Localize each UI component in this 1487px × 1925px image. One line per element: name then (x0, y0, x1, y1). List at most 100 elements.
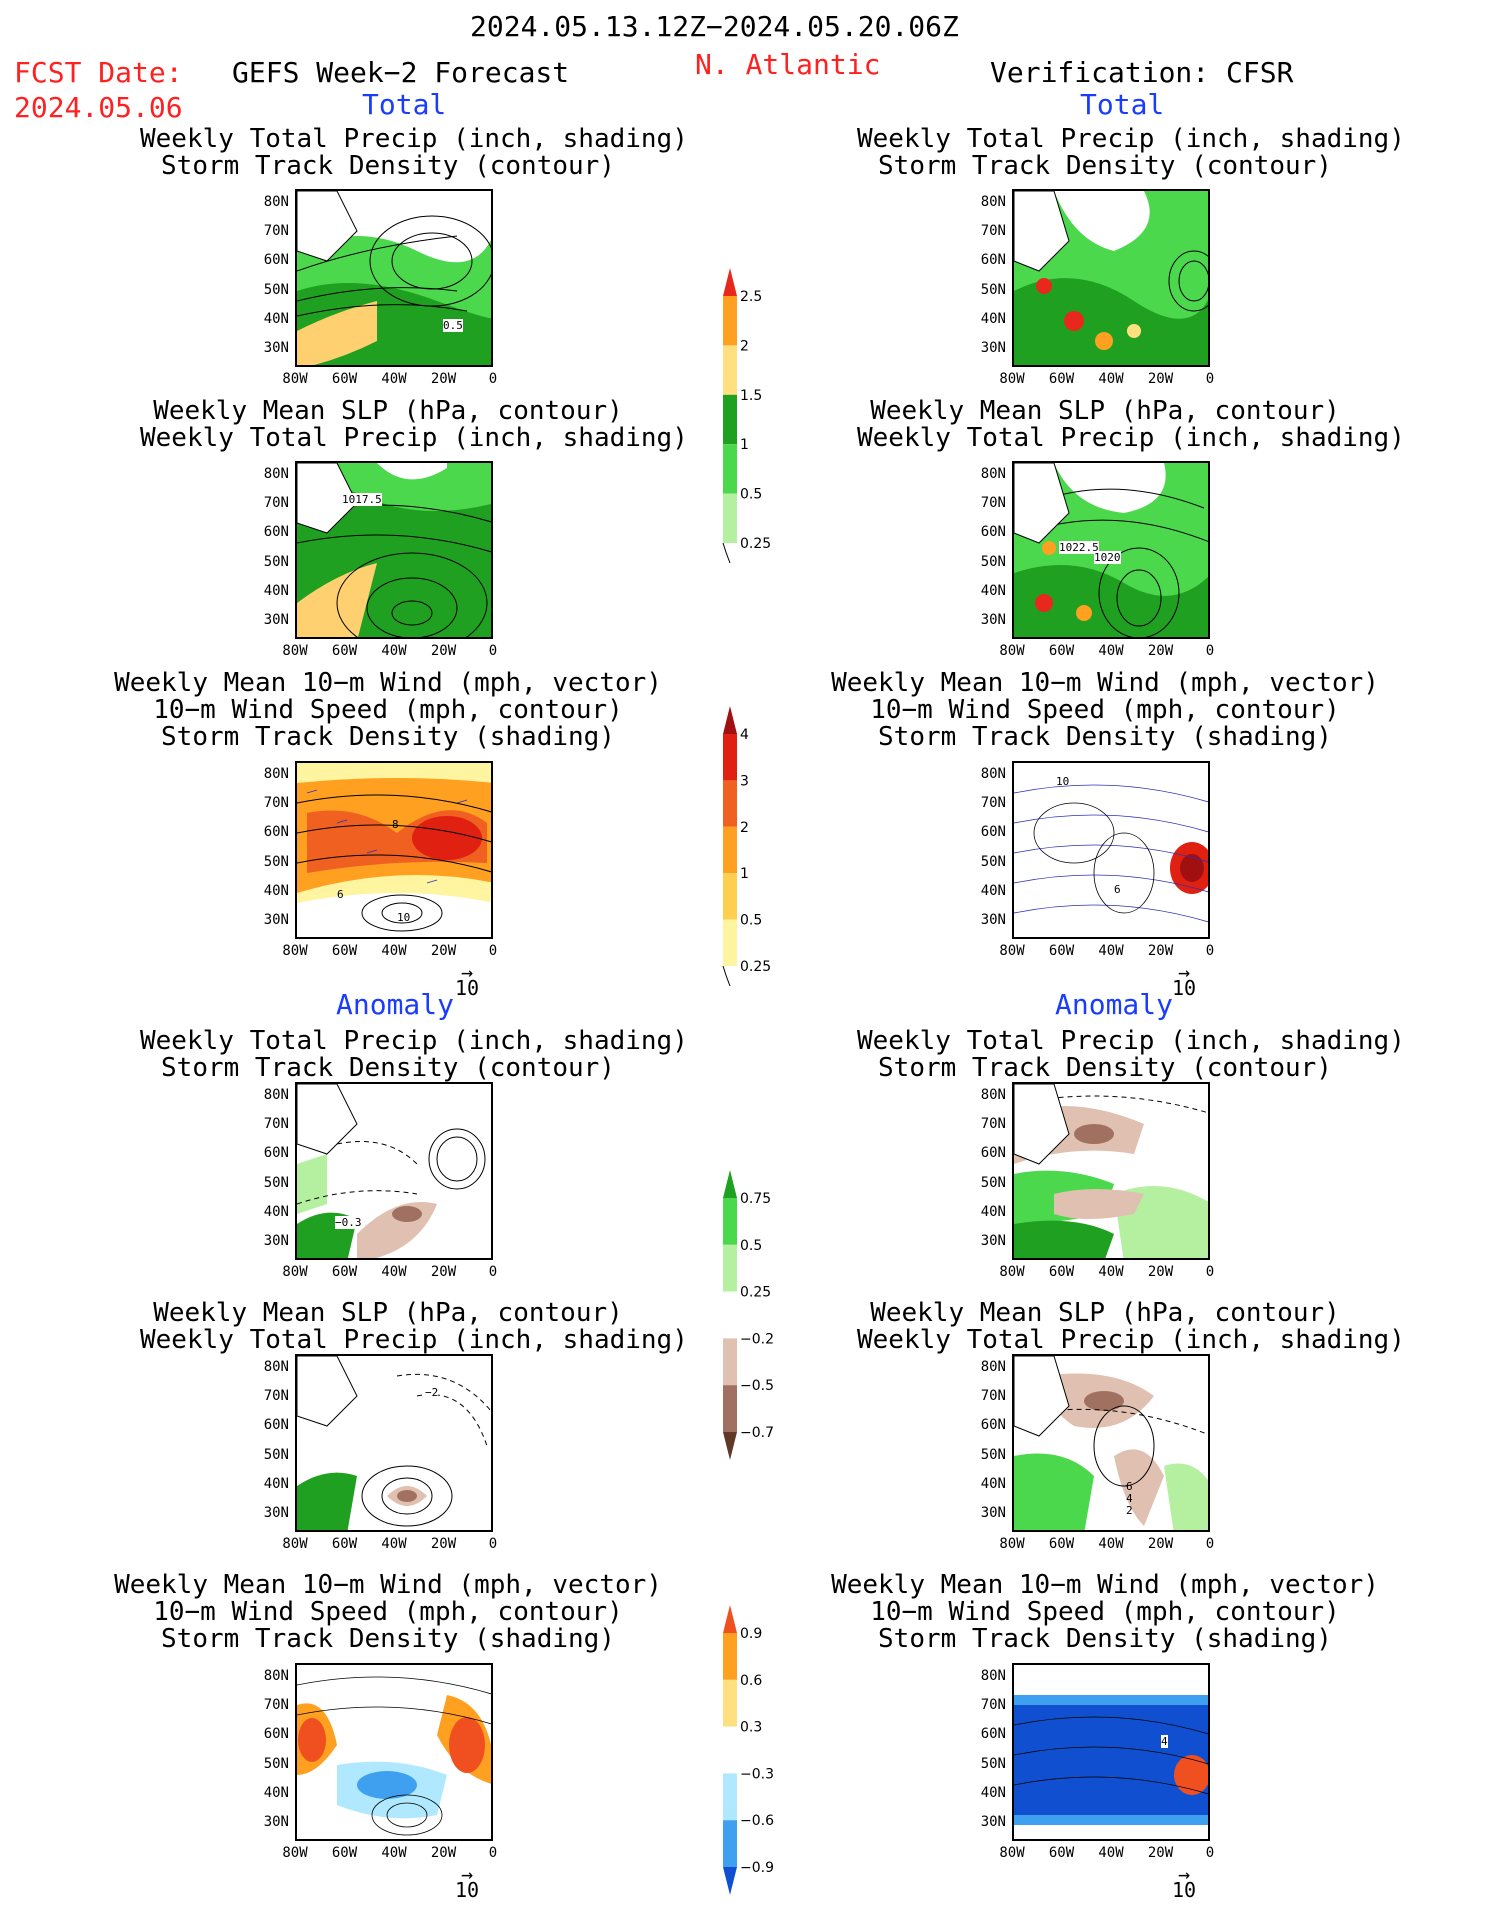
lat-tick-label: 30N (980, 1233, 1006, 1249)
lat-tick-label: 50N (263, 1174, 289, 1191)
lon-tick-label: 60W (1048, 1264, 1075, 1280)
lat-tick-label: 30N (263, 1233, 289, 1249)
lat-tick-label: 40N (980, 1475, 1006, 1492)
colorbar-label: −0.25 (740, 1331, 775, 1347)
verification-title: Verification: CFSR (990, 56, 1294, 89)
colorbar-segment (723, 873, 737, 920)
lat-tick-label: 80N (980, 466, 1006, 482)
lon-tick-label: 80W (282, 943, 308, 959)
fcst-label: FCST Date: (14, 56, 183, 89)
colorbar-label: 1 (740, 437, 749, 453)
colorbar-segment (723, 1867, 737, 1895)
lat-tick-label: 30N (980, 340, 1006, 356)
colorbar-segment (723, 919, 737, 966)
lon-tick-label: 0 (1205, 943, 1215, 959)
map-cfsr-total-wind-graphic (1014, 763, 1208, 937)
map-cfsr-anom-slp: 6 4 2 (1012, 1354, 1210, 1532)
title-gefs-anom-slp: Weekly Mean SLP (hPa, contour) Weekly Tot… (140, 1298, 688, 1355)
title-cfsr-total-precip: Weekly Total Precip (inch, shading) Storm… (857, 124, 1405, 181)
lat-tick-label: 60N (980, 524, 1006, 541)
colorbar-tail (722, 542, 731, 563)
vector-ref-gefs-anom: → 10 (454, 1862, 480, 1902)
colorbar-track-anom: 0.9 0.6 0.3 −0.3 −0.6 −0.9 (723, 1605, 774, 1895)
colorbar-segment (723, 1726, 737, 1774)
title-gefs-anom-precip: Weekly Total Precip (inch, shading) Storm… (140, 1026, 688, 1083)
lat-tick-label: 60N (980, 1417, 1006, 1434)
lon-tick-label: 60W (331, 1536, 358, 1552)
lon-tick-label: 0 (488, 1264, 498, 1280)
lon-tick-label: 0 (488, 371, 498, 387)
lat-tick-label: 80N (263, 1087, 289, 1103)
colorbar-label: 2.5 (740, 289, 762, 305)
lat-tick-label: 60N (980, 252, 1006, 269)
colorbar-segment (723, 706, 737, 734)
colorbar-segment (723, 1291, 737, 1339)
lon-tick-label: 80W (999, 1264, 1025, 1280)
lon-tick-label: 40W (1098, 1845, 1124, 1861)
lat-tick-label: 30N (980, 612, 1006, 628)
lon-tick-label: 80W (999, 1536, 1025, 1552)
lat-tick-label: 60N (263, 1726, 289, 1743)
lat-tick-label: 30N (980, 912, 1006, 928)
lat-tick-label: 40N (263, 310, 289, 327)
lat-tick-label: 70N (263, 795, 289, 812)
map-label: 1020 (1094, 551, 1121, 564)
map-cfsr-total-precip-graphic (1014, 191, 1208, 365)
lat-tick-label: 50N (263, 553, 289, 570)
lon-tick-label: 0 (1205, 1845, 1215, 1861)
colorbar-label: 0.5 (740, 487, 762, 503)
lat-tick-label: 50N (263, 1755, 289, 1772)
colorbar-segment (723, 268, 737, 296)
lon-tick-label: 80W (999, 371, 1025, 387)
colorbar-segment (723, 444, 737, 494)
vector-ref-gefs-total: → 10 (454, 960, 480, 1000)
lat-tick-label: 50N (980, 553, 1006, 570)
lat-tick-label: 30N (263, 612, 289, 628)
lon-tick-label: 80W (999, 1845, 1025, 1861)
lon-tick-label: 40W (1098, 371, 1124, 387)
lon-tick-label: 60W (1048, 1536, 1075, 1552)
colorbar-segment (723, 1773, 737, 1821)
lon-tick-label: 20W (430, 1264, 457, 1280)
lon-tick-label: 80W (282, 1845, 308, 1861)
lat-tick-label: 80N (263, 466, 289, 482)
lon-tick-label: 40W (381, 943, 407, 959)
map-label: 6 (1114, 883, 1121, 896)
colorbar-segment (723, 1605, 737, 1633)
lat-tick-label: 80N (980, 1668, 1006, 1684)
lat-tick-label: 70N (263, 223, 289, 240)
lon-tick-label: 80W (282, 643, 308, 659)
lat-tick-label: 80N (980, 194, 1006, 210)
lat-tick-label: 50N (263, 1446, 289, 1463)
lat-tick-label: 70N (263, 1388, 289, 1405)
colorbar-label: 0.5 (740, 1238, 762, 1254)
lon-tick-label: 40W (381, 1264, 407, 1280)
lat-tick-label: 50N (980, 853, 1006, 870)
colorbar-segment (723, 826, 737, 874)
map-cfsr-anom-precip (1012, 1082, 1210, 1260)
lat-tick-label: 40N (980, 310, 1006, 327)
section-total-left: Total (362, 88, 447, 121)
lat-tick-label: 50N (980, 1446, 1006, 1463)
map-gefs-anom-precip: −0.3 (295, 1082, 493, 1260)
period-title: 2024.05.13.12Z−2024.05.20.06Z (470, 10, 959, 43)
lon-tick-label: 20W (1147, 943, 1174, 959)
lat-tick-label: 80N (263, 766, 289, 782)
lon-tick-label: 80W (282, 1264, 308, 1280)
map-label: −2 (425, 1386, 439, 1399)
map-label: 8 (392, 818, 399, 831)
colorbar-label: −0.75 (740, 1425, 775, 1441)
colorbar-segment (723, 345, 737, 395)
lon-tick-label: 0 (1205, 1536, 1215, 1552)
lat-tick-label: 30N (263, 1814, 289, 1830)
map-label: 1022.5 (1059, 541, 1099, 554)
lon-tick-label: 0 (488, 1845, 498, 1861)
colorbar-segment (723, 1633, 737, 1680)
title-gefs-total-precip: Weekly Total Precip (inch, shading) Storm… (140, 124, 688, 181)
lon-tick-label: 40W (381, 1845, 407, 1861)
colorbar-segment (723, 296, 737, 346)
map-gefs-total-wind: 6 10 8 (295, 761, 493, 939)
lon-tick-label: 20W (1147, 1536, 1174, 1552)
colorbar-label: 2 (740, 820, 749, 836)
colorbar-label: 0.25 (740, 959, 771, 975)
